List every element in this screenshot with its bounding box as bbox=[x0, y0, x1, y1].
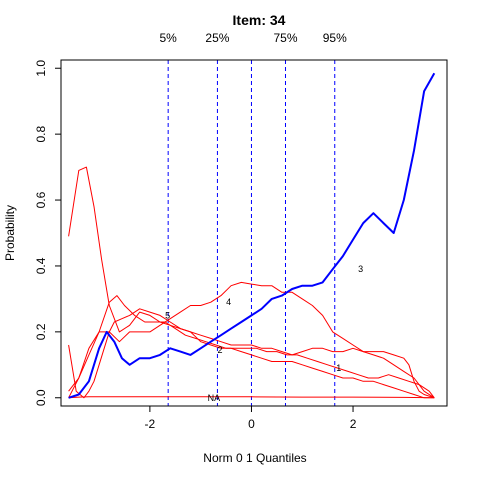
y-tick-label: 0.0 bbox=[34, 389, 48, 406]
y-tick-label: 0.8 bbox=[34, 125, 48, 142]
x-tick-label: -2 bbox=[145, 417, 156, 431]
quantile-label: 25% bbox=[205, 31, 229, 45]
chart-title: Item: 34 bbox=[233, 12, 286, 28]
x-axis: -2 0 2 bbox=[145, 405, 357, 431]
quantile-lines: 5% 25% 75% 95% bbox=[159, 31, 347, 406]
quantile-label: 95% bbox=[323, 31, 347, 45]
y-axis-label: Probability bbox=[3, 205, 17, 261]
curve-label-1: 1 bbox=[336, 363, 341, 373]
curve-option-1 bbox=[68, 308, 435, 399]
y-axis: 0.0 0.2 0.4 0.6 0.8 1.0 bbox=[34, 60, 62, 406]
x-tick-label: 0 bbox=[248, 417, 255, 431]
curve-option-na bbox=[68, 396, 435, 399]
curve-label-2: 2 bbox=[217, 345, 222, 355]
y-tick-label: 0.6 bbox=[34, 191, 48, 208]
y-tick-label: 0.2 bbox=[34, 323, 48, 340]
curve-label-4: 4 bbox=[226, 297, 231, 307]
curve-option-4 bbox=[68, 281, 435, 399]
y-tick-label: 1.0 bbox=[34, 60, 48, 77]
curve-labels: 4 5 2 1 NA 3 bbox=[165, 264, 363, 403]
x-axis-label: Norm 0 1 Quantiles bbox=[203, 451, 306, 465]
option-curves bbox=[68, 72, 436, 399]
plot-frame bbox=[60, 59, 448, 407]
quantile-label: 5% bbox=[159, 31, 177, 45]
curve-label-3: 3 bbox=[358, 264, 363, 274]
y-tick-label: 0.4 bbox=[34, 257, 48, 274]
curve-option-2 bbox=[68, 295, 435, 399]
quantile-label: 75% bbox=[273, 31, 297, 45]
curve-option-3 bbox=[68, 72, 436, 399]
curve-option-5 bbox=[68, 166, 435, 399]
curve-label-5: 5 bbox=[165, 310, 170, 320]
x-tick-label: 2 bbox=[350, 417, 357, 431]
curve-label-na: NA bbox=[208, 393, 221, 403]
